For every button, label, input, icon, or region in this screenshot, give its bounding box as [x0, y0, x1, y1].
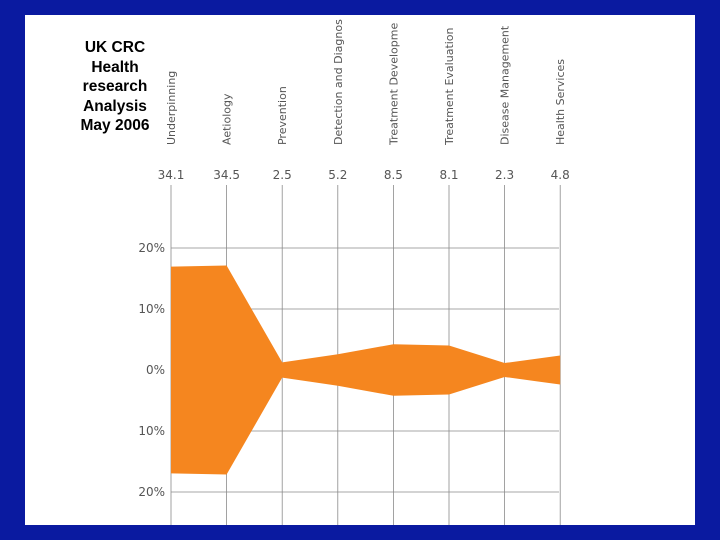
category-label: Prevention: [276, 86, 289, 145]
title-line: UK CRC: [84, 39, 146, 56]
value-label: 2.3: [495, 168, 514, 182]
value-label: 4.8: [551, 168, 570, 182]
category-label: Treatment Developme: [387, 23, 400, 146]
y-tick-label: 0%: [146, 363, 165, 377]
category-label: Treatment Evaluation: [443, 27, 456, 146]
y-tick-label: 20%: [138, 241, 165, 255]
value-label: 8.5: [384, 168, 403, 182]
y-tick-label: 10%: [138, 302, 165, 316]
title-line: Health: [91, 58, 139, 76]
series-band: [171, 265, 561, 475]
category-label: Aetiology: [221, 93, 234, 145]
category-label: Health Services: [554, 59, 567, 145]
title-line: May 2006: [80, 117, 150, 134]
value-label: 34.1: [158, 168, 185, 182]
category-label: Detection and Diagnos: [332, 19, 345, 145]
value-label: 5.2: [328, 168, 347, 182]
title-line: research: [82, 78, 148, 95]
y-tick-label: 20%: [138, 485, 165, 499]
title-line: Analysis: [83, 97, 147, 115]
category-label: Underpinning: [165, 71, 178, 145]
category-label: Disease Management: [499, 25, 512, 145]
area-chart: 20% 10% 0% 10% 20% 34.1 34.5 2.5 5.2 8.5 8.1 2.3 4.8…: [138, 19, 570, 525]
value-label: 8.1: [439, 168, 458, 182]
value-label: 34.5: [213, 168, 240, 182]
y-tick-label: 10%: [138, 424, 165, 438]
slide-panel: UK CRC Health research Analysis May 2006…: [25, 15, 695, 525]
value-label: 2.5: [273, 168, 292, 182]
slide-title: UK CRC Health research Analysis May 2006: [55, 38, 175, 136]
